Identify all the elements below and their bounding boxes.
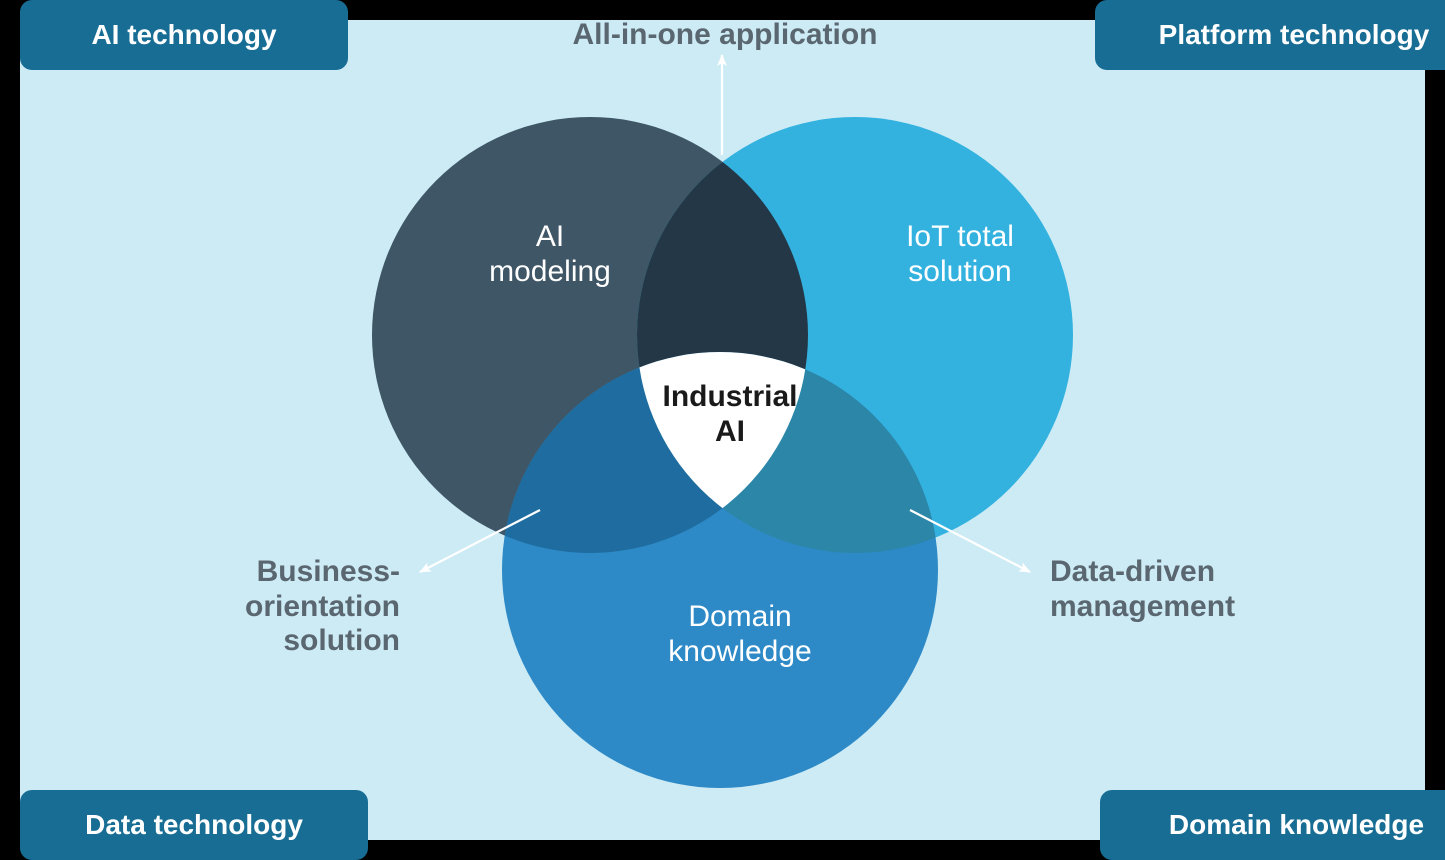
corner-label: AI technology [91,19,276,51]
corner-domain-knowledge: Domain knowledge [1100,790,1445,860]
corner-platform-technology: Platform technology [1095,0,1445,70]
corner-label: Domain knowledge [1169,809,1424,841]
diagram-canvas: AI technology Platform technology Data t… [0,0,1445,860]
corner-label: Data technology [85,809,303,841]
corner-label: Platform technology [1159,19,1430,51]
inner-panel [20,20,1425,840]
corner-ai-technology: AI technology [20,0,348,70]
corner-data-technology: Data technology [20,790,368,860]
